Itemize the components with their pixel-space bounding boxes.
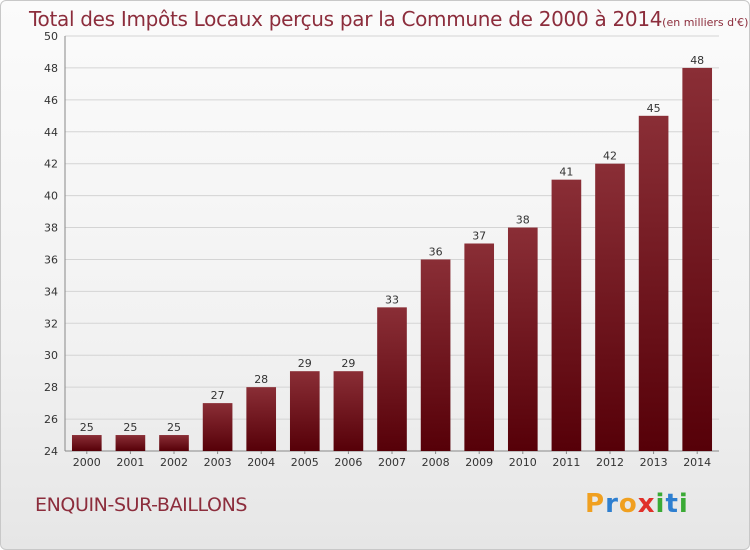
y-tick-label: 28 [44,381,58,394]
bar-2000 [71,435,102,451]
bar-value-label: 28 [254,373,268,386]
y-tick-label: 32 [44,317,58,330]
bar-value-label: 37 [472,230,486,243]
bar-value-label: 41 [559,166,573,179]
x-tick-label: 2008 [422,456,450,469]
commune-name: ENQUIN-SUR-BAILLONS [35,494,248,516]
bar-value-label: 33 [385,293,399,306]
bar-value-label: 36 [429,245,443,258]
x-tick-label: 2014 [683,456,711,469]
bar-2013 [638,115,669,452]
bar-value-label: 25 [167,421,181,434]
logo-letter: x [637,489,656,519]
bar-2009 [464,243,495,451]
proxiti-logo[interactable]: Proxiti [585,489,689,519]
y-tick-label: 46 [44,94,58,107]
x-tick-label: 2001 [116,456,144,469]
bar-value-label: 38 [516,214,530,227]
x-tick-label: 2012 [596,456,624,469]
logo-letter: t [665,489,679,519]
logo-letter: P [585,489,606,519]
bar-2001 [115,435,146,451]
x-tick-label: 2010 [509,456,537,469]
x-tick-label: 2004 [247,456,275,469]
bars [71,67,713,452]
y-tick-label: 24 [44,445,58,458]
y-tick-label: 30 [44,349,58,362]
y-tick-label: 50 [44,30,58,43]
bar-value-label: 48 [690,54,704,67]
x-tick-label: 2007 [378,456,406,469]
bar-2005 [289,371,320,451]
x-tick-label: 2003 [204,456,232,469]
bar-2010 [507,227,538,451]
x-tick-label: 2000 [73,456,101,469]
logo-letter: i [655,489,666,519]
labels: 24 26 28 30 32 34 36 38 40 42 44 46 48 50 25 2000 25 2001… [44,30,711,469]
bar-value-label: 29 [298,357,312,370]
bar-2008 [420,259,451,451]
x-tick-label: 2009 [465,456,493,469]
chart-unit-label: (en milliers d'€) [662,16,749,29]
bar-value-label: 29 [341,357,355,370]
bar-2012 [595,163,625,451]
y-tick-label: 42 [44,158,58,171]
bar-2002 [159,435,189,451]
bar-2014 [682,67,713,451]
chart-title-text: Total des Impôts Locaux perçus par la Co… [29,7,663,31]
logo-letter: i [678,489,689,519]
bar-2011 [551,179,582,451]
y-tick-label: 26 [44,413,58,426]
y-tick-label: 34 [44,285,58,298]
logo-letter: r [605,489,619,519]
bar-value-label: 45 [647,102,661,115]
y-tick-label: 40 [44,190,58,203]
x-tick-label: 2006 [334,456,362,469]
x-tick-label: 2005 [291,456,319,469]
chart-title: Total des Impôts Locaux perçus par la Co… [29,7,748,31]
bar-2003 [202,403,233,451]
x-tick-label: 2011 [552,456,580,469]
bar-value-label: 42 [603,150,617,163]
x-tick-label: 2013 [640,456,668,469]
bar-2004 [246,387,277,451]
bar-2006 [333,371,364,451]
bar-2007 [377,307,407,451]
y-tick-label: 44 [44,126,58,139]
y-tick-label: 48 [44,62,58,75]
bar-value-label: 25 [80,421,94,434]
logo-letter: o [618,489,638,519]
y-tick-label: 36 [44,253,58,266]
x-tick-label: 2002 [160,456,188,469]
bar-value-label: 27 [211,389,225,402]
y-tick-label: 38 [44,222,58,235]
bar-value-label: 25 [123,421,137,434]
